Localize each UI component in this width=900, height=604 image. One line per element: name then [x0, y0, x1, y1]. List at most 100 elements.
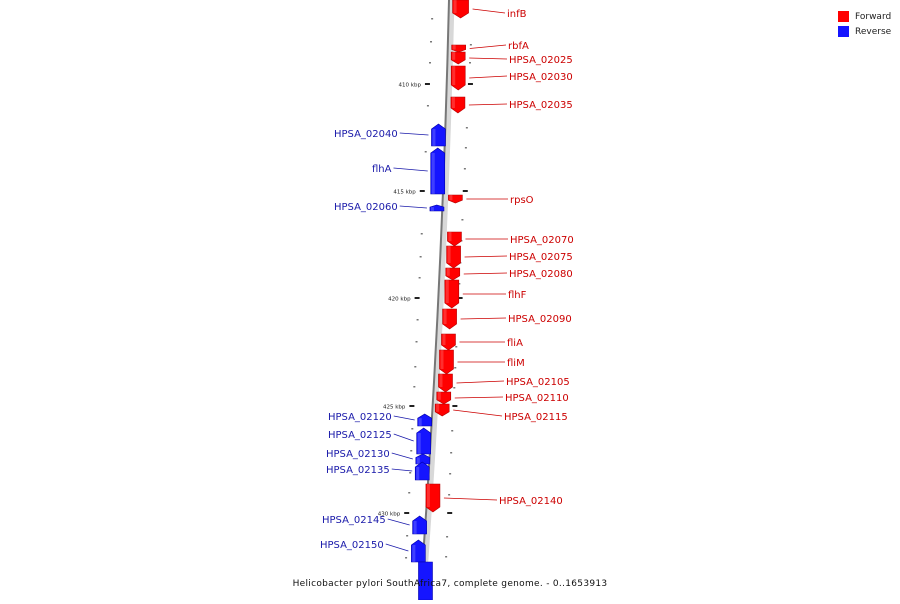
gene-label-hpsa_02030: HPSA_02030 — [509, 72, 573, 83]
scale-dot — [424, 151, 427, 153]
scale-dot — [451, 430, 454, 432]
gene-label-hpsa_02120: HPSA_02120 — [328, 412, 392, 423]
scale-tick-right — [457, 297, 463, 299]
gene-leader-hpsa_02145 — [387, 518, 410, 526]
scale-dot — [410, 450, 413, 452]
gene-arrow-hpsa_02080 — [445, 267, 461, 281]
scale-tick-left — [419, 190, 425, 192]
gene-arrow-hpsa_02035 — [450, 96, 466, 114]
legend-forward-label: Forward — [855, 11, 892, 22]
gene-arrow-highlight — [447, 246, 451, 263]
gene-arrow-highlight — [452, 52, 456, 60]
gene-label-hpsa_02040: HPSA_02040 — [334, 129, 398, 140]
scale-tick-left — [424, 83, 430, 85]
gene-arrow-highlight — [452, 45, 456, 50]
gene-label-hpsa_02135: HPSA_02135 — [326, 465, 390, 476]
gene-label-hpsa_02070: HPSA_02070 — [510, 235, 574, 246]
gene-arrow-highlight — [440, 350, 444, 369]
gene-arrow-hpsa_02070 — [447, 231, 462, 247]
scale-dot — [464, 147, 467, 149]
gene-leader-hpsa_02115 — [453, 409, 503, 417]
gene-arrow-highlight — [449, 195, 453, 201]
gene-arrow-hpsa_02110 — [436, 391, 452, 405]
scale-dot — [463, 168, 466, 170]
gene-arrow-hpsa_02105 — [438, 373, 453, 393]
scale-label: 430 kbp — [378, 512, 401, 518]
scale-label: 415 kbp — [393, 190, 416, 196]
scale-dot — [415, 341, 418, 343]
gene-arrow-highlight — [442, 334, 446, 345]
scale-dot — [453, 387, 456, 389]
gene-arrow-hpsa_02115 — [434, 403, 450, 417]
gene-label-flia: fliA — [507, 338, 523, 349]
scale-dot — [418, 277, 421, 279]
gene-leader-hpsa_02075 — [464, 255, 508, 258]
gene-arrow-hpsa_02075 — [446, 245, 461, 269]
gene-label-hpsa_02080: HPSA_02080 — [509, 269, 573, 280]
gene-arrow-flhf — [444, 279, 460, 309]
gene-label-hpsa_02145: HPSA_02145 — [322, 515, 386, 526]
scale-dot — [448, 494, 451, 496]
gene-arrow-hpsa_02135 — [414, 461, 430, 481]
gene-arrow-highlight — [413, 521, 417, 534]
scale-label: 420 kbp — [388, 297, 411, 303]
scale-dot — [409, 472, 412, 474]
gene-leader-hpsa_02150 — [385, 543, 409, 552]
gene-label-flhf: flhF — [508, 290, 527, 301]
scale-dot — [420, 233, 423, 235]
gene-arrow-highlight — [443, 309, 447, 324]
scale-tick-left — [409, 405, 415, 407]
gene-arrow-highlight — [432, 129, 436, 146]
scale-dot — [458, 283, 461, 285]
gene-arrow-hpsa_02140 — [425, 483, 441, 513]
scale-tick-right — [447, 512, 453, 514]
scale-dot — [469, 62, 472, 64]
gene-arrow-highlight — [446, 268, 450, 276]
gene-arrow-highlight — [437, 392, 441, 400]
legend-forward: Forward — [838, 9, 891, 24]
scale-dot — [454, 367, 457, 369]
gene-label-infb: infB — [507, 9, 527, 20]
gene-arrow-hpsa_02120 — [417, 413, 433, 427]
map-caption: Helicobacter pylori SouthAfrica7, comple… — [292, 579, 608, 589]
gene-arrow-hpsa_02125 — [416, 427, 431, 455]
scale-dot — [461, 219, 464, 221]
legend-reverse-label: Reverse — [855, 26, 892, 37]
gene-label-hpsa_02075: HPSA_02075 — [509, 252, 573, 263]
scale-dot — [429, 62, 432, 64]
gene-leader-hpsa_02105 — [456, 380, 505, 384]
scale-dot — [445, 556, 448, 558]
gene-leader-infb — [472, 8, 506, 14]
scale-tick-left — [414, 297, 420, 299]
gene-leader-rbfa — [469, 44, 507, 49]
gene-leader-hpsa_02140 — [443, 497, 498, 501]
scale-label: 410 kbp — [399, 83, 422, 89]
gene-leader-hpsa_02025 — [469, 57, 508, 60]
legend: Forward Reverse — [838, 9, 891, 39]
gene-arrow-highlight — [418, 418, 422, 426]
gene-arrow-rbfa — [451, 44, 466, 53]
gene-label-hpsa_02025: HPSA_02025 — [509, 55, 573, 66]
gene-arrow-highlight — [439, 374, 443, 387]
scale-dot — [450, 452, 453, 454]
gene-label-hpsa_02090: HPSA_02090 — [508, 314, 572, 325]
scale-label: 425 kbp — [383, 405, 406, 411]
gene-arrow-highlight — [430, 207, 434, 211]
scale-tick-right — [452, 405, 458, 407]
gene-leader-hpsa_02030 — [469, 75, 508, 79]
gene-label-hpsa_02130: HPSA_02130 — [326, 449, 390, 460]
gene-label-hpsa_02140: HPSA_02140 — [499, 496, 563, 507]
gene-arrow-hpsa_02040 — [431, 123, 446, 147]
gene-leader-hpsa_02060 — [399, 205, 427, 209]
gene-arrow-highlight — [426, 484, 430, 507]
gene-leader-hpsa_02090 — [460, 317, 507, 320]
gene-label-rbfa: rbfA — [508, 41, 529, 52]
scale-dot — [430, 41, 433, 43]
gene-arrow-highlight — [453, 0, 457, 13]
scale-dot — [405, 557, 408, 559]
gene-arrow-hpsa_02025 — [450, 51, 466, 65]
gene-label-hpsa_02110: HPSA_02110 — [505, 393, 569, 404]
gene-arrow-highlight — [448, 232, 452, 242]
gene-leader-hpsa_02120 — [393, 415, 415, 421]
